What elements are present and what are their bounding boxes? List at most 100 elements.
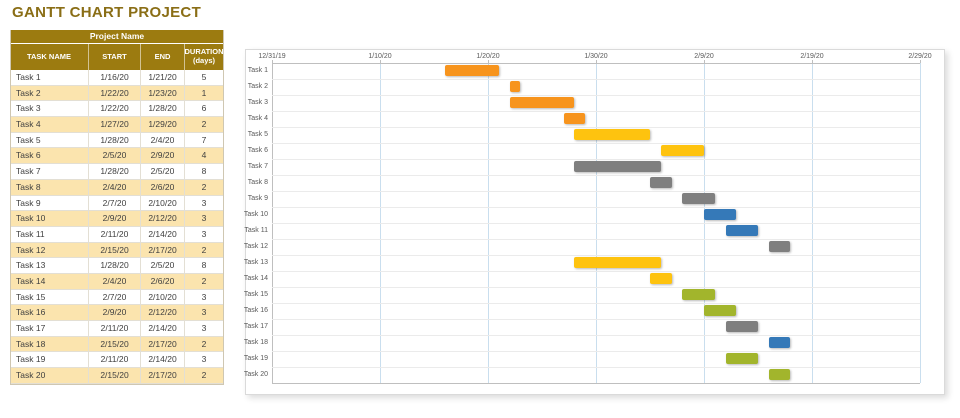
gantt-bar [768, 369, 791, 380]
start-date-cell[interactable]: 2/4/20 [89, 179, 141, 195]
end-date-cell[interactable]: 2/6/20 [141, 273, 185, 289]
task-axis-label: Task 13 [243, 259, 268, 266]
start-date-cell[interactable]: 1/28/20 [89, 132, 141, 148]
start-date-cell[interactable]: 1/28/20 [89, 258, 141, 273]
x-axis-tick-label: 1/10/20 [368, 53, 392, 60]
start-date-cell[interactable]: 2/15/20 [89, 336, 141, 352]
column-header-end: END [141, 44, 185, 70]
task-name-cell[interactable]: Task 14 [11, 273, 89, 289]
start-date-cell[interactable]: 2/9/20 [89, 305, 141, 320]
end-date-cell[interactable]: 1/23/20 [141, 85, 185, 101]
end-date-cell[interactable]: 2/4/20 [141, 132, 185, 148]
start-date-cell[interactable]: 2/4/20 [89, 273, 141, 289]
duration-cell[interactable]: 4 [201, 150, 207, 161]
row-gridline [272, 287, 920, 288]
start-date-cell[interactable]: 2/7/20 [89, 289, 141, 305]
task-name-cell[interactable]: Task 6 [11, 148, 89, 164]
start-date-cell[interactable]: 2/5/20 [89, 148, 141, 164]
task-name-cell[interactable]: Task 3 [11, 101, 89, 117]
task-name-cell[interactable]: Task 19 [11, 352, 89, 368]
row-gridline [272, 271, 920, 272]
start-date-cell[interactable]: 2/15/20 [89, 242, 141, 258]
end-date-cell[interactable]: 2/6/20 [141, 179, 185, 195]
table-row: Task 11 2/11/20 2/14/20 3 [11, 226, 223, 243]
start-date-cell[interactable]: 2/11/20 [89, 226, 141, 242]
row-gridline [272, 255, 920, 256]
end-date-cell[interactable]: 2/9/20 [141, 148, 185, 164]
duration-cell[interactable]: 2 [201, 119, 207, 130]
start-date-cell[interactable]: 1/28/20 [89, 164, 141, 179]
table-row: Task 20 2/15/20 2/17/20 2 [11, 368, 223, 384]
duration-cell[interactable]: 8 [201, 260, 207, 271]
start-date-cell[interactable]: 2/9/20 [89, 211, 141, 226]
task-name-cell[interactable]: Task 5 [11, 132, 89, 148]
task-name-cell[interactable]: Task 1 [11, 70, 89, 85]
duration-cell[interactable]: 7 [201, 134, 207, 145]
task-name-cell[interactable]: Task 12 [11, 242, 89, 258]
end-date-cell[interactable]: 2/5/20 [141, 164, 185, 179]
gantt-bar [682, 193, 715, 204]
end-date-cell[interactable]: 2/17/20 [141, 242, 185, 258]
start-date-cell[interactable]: 1/22/20 [89, 101, 141, 117]
duration-cell[interactable]: 3 [201, 323, 207, 333]
end-date-cell[interactable]: 1/28/20 [141, 101, 185, 117]
task-name-cell[interactable]: Task 7 [11, 164, 89, 179]
task-name-cell[interactable]: Task 11 [11, 226, 89, 242]
task-name-cell[interactable]: Task 15 [11, 289, 89, 305]
task-name-cell[interactable]: Task 17 [11, 321, 89, 336]
end-date-cell[interactable]: 2/12/20 [141, 305, 185, 320]
start-date-cell[interactable]: 1/16/20 [89, 70, 141, 85]
duration-cell[interactable]: 1 [201, 87, 207, 98]
duration-cell[interactable]: 3 [201, 354, 207, 365]
task-name-cell[interactable]: Task 2 [11, 85, 89, 101]
duration-cell[interactable]: 5 [201, 72, 207, 82]
duration-cell[interactable]: 3 [201, 197, 207, 208]
task-axis-label: Task 2 [247, 83, 268, 90]
duration-cell[interactable]: 2 [201, 275, 207, 286]
task-name-cell[interactable]: Task 8 [11, 179, 89, 195]
duration-cell[interactable]: 8 [201, 166, 207, 177]
duration-cell[interactable]: 3 [201, 291, 207, 302]
row-gridline [272, 191, 920, 192]
task-name-cell[interactable]: Task 4 [11, 117, 89, 132]
end-date-cell[interactable]: 2/17/20 [141, 336, 185, 352]
end-date-cell[interactable]: 2/10/20 [141, 195, 185, 211]
end-date-cell[interactable]: 1/29/20 [141, 117, 185, 132]
task-name-cell[interactable]: Task 13 [11, 258, 89, 273]
end-date-cell[interactable]: 2/12/20 [141, 211, 185, 226]
project-name-header: Project Name [11, 30, 223, 44]
task-name-cell[interactable]: Task 20 [11, 368, 89, 383]
duration-cell[interactable]: 2 [201, 181, 207, 192]
duration-cell[interactable]: 6 [201, 103, 207, 114]
start-date-cell[interactable]: 2/11/20 [89, 352, 141, 368]
start-date-cell[interactable]: 2/15/20 [89, 368, 141, 383]
task-name-cell[interactable]: Task 18 [11, 336, 89, 352]
end-date-cell[interactable]: 2/10/20 [141, 289, 185, 305]
duration-cell[interactable]: 3 [201, 228, 207, 239]
start-date-cell[interactable]: 1/22/20 [89, 85, 141, 101]
task-axis-label: Task 11 [244, 227, 268, 234]
duration-cell[interactable]: 3 [201, 213, 207, 224]
start-date-cell[interactable]: 1/27/20 [89, 117, 141, 132]
start-date-cell[interactable]: 2/7/20 [89, 195, 141, 211]
end-date-cell[interactable]: 2/17/20 [141, 368, 185, 383]
task-name-cell[interactable]: Task 10 [11, 211, 89, 226]
gantt-bar [509, 81, 521, 92]
task-axis-label: Task 4 [247, 115, 268, 122]
end-date-cell[interactable]: 1/21/20 [141, 70, 185, 85]
row-gridline [272, 175, 920, 176]
gantt-bar [444, 65, 499, 76]
duration-cell[interactable]: 3 [201, 307, 207, 318]
duration-cell[interactable]: 2 [201, 370, 207, 381]
end-date-cell[interactable]: 2/14/20 [141, 226, 185, 242]
x-axis-tick-label: 2/19/20 [800, 53, 824, 60]
start-date-cell[interactable]: 2/11/20 [89, 321, 141, 336]
duration-cell[interactable]: 2 [201, 244, 207, 255]
end-date-cell[interactable]: 2/5/20 [141, 258, 185, 273]
gantt-bar [725, 225, 758, 236]
end-date-cell[interactable]: 2/14/20 [141, 321, 185, 336]
task-name-cell[interactable]: Task 16 [11, 305, 89, 320]
duration-cell[interactable]: 2 [201, 338, 207, 349]
end-date-cell[interactable]: 2/14/20 [141, 352, 185, 368]
task-name-cell[interactable]: Task 9 [11, 195, 89, 211]
